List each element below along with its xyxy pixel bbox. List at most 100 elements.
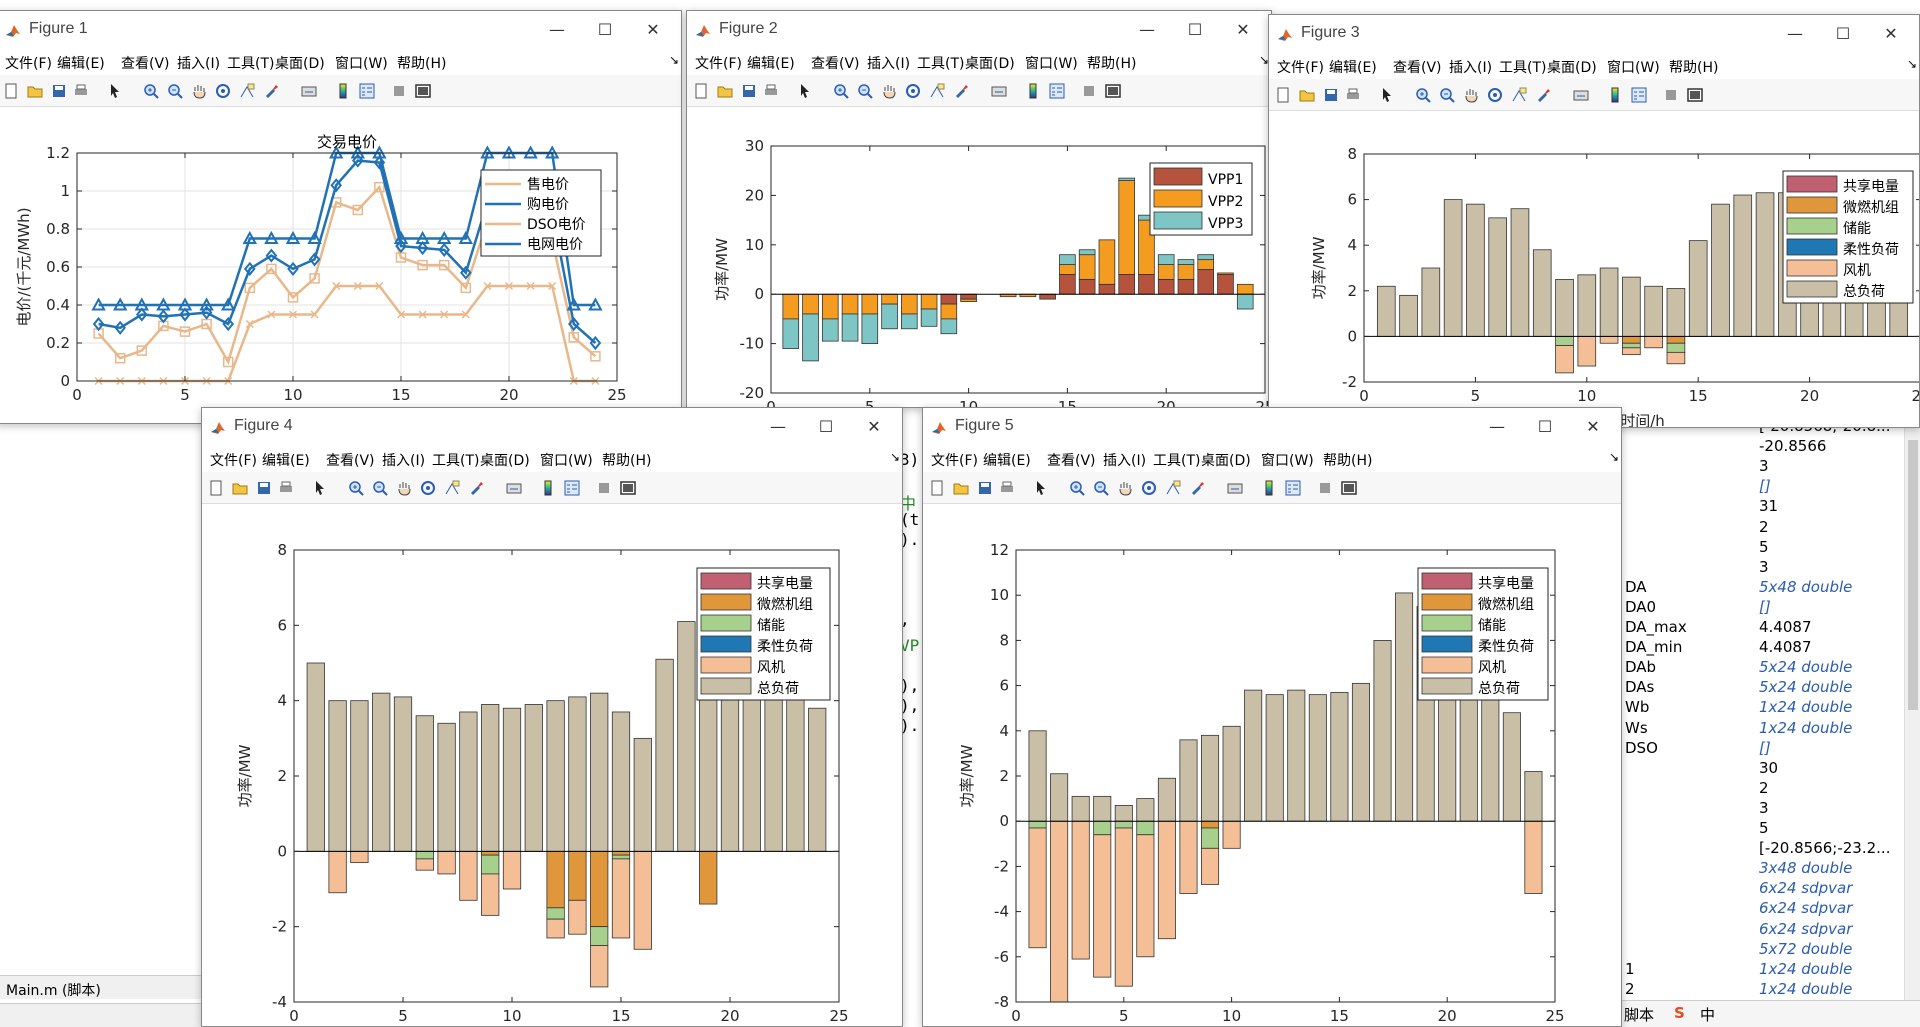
menu-item[interactable]: 窗口(W) xyxy=(1607,60,1660,76)
new-file-icon[interactable] xyxy=(693,83,709,99)
rotate-icon[interactable] xyxy=(1487,87,1503,103)
menu-item[interactable]: 编辑(E) xyxy=(57,56,105,72)
close-button[interactable]: ✕ xyxy=(646,20,660,39)
brush-icon[interactable] xyxy=(1535,87,1551,103)
zoom-out-icon[interactable] xyxy=(857,83,873,99)
menu-item[interactable]: 工具(T) xyxy=(1153,453,1201,469)
legend-icon[interactable] xyxy=(564,480,580,496)
data-cursor-icon[interactable] xyxy=(1165,480,1181,496)
zoom-in-icon[interactable] xyxy=(833,83,849,99)
zoom-out-icon[interactable] xyxy=(1439,87,1455,103)
brush-icon[interactable] xyxy=(263,83,279,99)
maximize-button[interactable]: ☐ xyxy=(1835,24,1851,43)
data-cursor-icon[interactable] xyxy=(239,83,255,99)
menu-item[interactable]: 编辑(E) xyxy=(1329,60,1377,76)
menu-item[interactable]: 帮助(H) xyxy=(397,56,447,72)
ime-language[interactable]: 中 xyxy=(1700,1006,1716,1024)
menu-item[interactable]: 文件(F) xyxy=(1277,60,1324,76)
menu-overflow-icon[interactable]: ↘ xyxy=(890,450,901,464)
plot-area[interactable]: 0510152025-202468时间/h功率/MW共享电量微燃机组储能柔性负荷… xyxy=(1269,112,1919,427)
property-editor-icon[interactable] xyxy=(1105,83,1121,99)
menu-item[interactable]: 查看(V) xyxy=(1393,60,1442,76)
minimize-button[interactable]: — xyxy=(1489,417,1505,436)
pointer-icon[interactable] xyxy=(797,83,813,99)
menu-item[interactable]: 查看(V) xyxy=(1047,453,1096,469)
menu-item[interactable]: 桌面(D) xyxy=(480,453,530,469)
hide-plot-icon[interactable] xyxy=(1317,480,1333,496)
minimize-button[interactable]: — xyxy=(770,417,786,436)
save-icon[interactable] xyxy=(741,83,757,99)
workspace-scrollbar[interactable] xyxy=(1904,410,1920,1027)
legend-icon[interactable] xyxy=(1049,83,1065,99)
pointer-icon[interactable] xyxy=(1033,480,1049,496)
editor-file-tab[interactable]: Main.m (脚本) xyxy=(0,975,210,999)
maximize-button[interactable]: ☐ xyxy=(1537,417,1553,436)
menu-item[interactable]: 查看(V) xyxy=(811,56,860,72)
pointer-icon[interactable] xyxy=(1379,87,1395,103)
colorbar-icon[interactable] xyxy=(1607,87,1623,103)
legend-icon[interactable] xyxy=(1285,480,1301,496)
link-icon[interactable] xyxy=(301,83,317,99)
pan-hand-icon[interactable] xyxy=(191,83,207,99)
colorbar-icon[interactable] xyxy=(1261,480,1277,496)
open-folder-icon[interactable] xyxy=(717,83,733,99)
new-file-icon[interactable] xyxy=(1275,87,1291,103)
figure-3-window[interactable]: Figure 3 — ☐ ✕ 文件(F) 编辑(E) 查看(V) 插入(I) 工具(T) 桌面(D… xyxy=(1268,14,1920,428)
menu-item[interactable]: 插入(I) xyxy=(382,453,426,469)
print-icon[interactable] xyxy=(278,480,294,496)
menu-item[interactable]: 帮助(H) xyxy=(1669,60,1719,76)
rotate-icon[interactable] xyxy=(905,83,921,99)
rotate-icon[interactable] xyxy=(420,480,436,496)
figure-4-window[interactable]: Figure 4 — ☐ ✕ 文件(F) 编辑(E) 查看(V) 插入(I) 工具(T) 桌面(D… xyxy=(201,407,903,1027)
menu-item[interactable]: 窗口(W) xyxy=(335,56,388,72)
menu-item[interactable]: 桌面(D) xyxy=(1201,453,1251,469)
new-file-icon[interactable] xyxy=(3,83,19,99)
zoom-out-icon[interactable] xyxy=(1093,480,1109,496)
menu-item[interactable]: 桌面(D) xyxy=(965,56,1015,72)
legend-box[interactable] xyxy=(1417,567,1549,701)
link-icon[interactable] xyxy=(1573,87,1589,103)
open-folder-icon[interactable] xyxy=(27,83,43,99)
minimize-button[interactable]: — xyxy=(1787,24,1803,43)
minimize-button[interactable]: — xyxy=(1139,20,1155,39)
link-icon[interactable] xyxy=(1227,480,1243,496)
property-editor-icon[interactable] xyxy=(415,83,431,99)
hide-plot-icon[interactable] xyxy=(596,480,612,496)
save-icon[interactable] xyxy=(977,480,993,496)
window-title-bar[interactable]: Figure 2 — ☐ ✕ xyxy=(687,11,1271,49)
figure-2-window[interactable]: Figure 2 — ☐ ✕ 文件(F) 编辑(E) 查看(V) 插入(I) 工具(T) 桌面(D… xyxy=(686,10,1272,408)
rotate-icon[interactable] xyxy=(215,83,231,99)
property-editor-icon[interactable] xyxy=(1687,87,1703,103)
hide-plot-icon[interactable] xyxy=(391,83,407,99)
window-title-bar[interactable]: Figure 4 — ☐ ✕ xyxy=(202,408,902,446)
colorbar-icon[interactable] xyxy=(335,83,351,99)
close-button[interactable]: ✕ xyxy=(1586,417,1600,436)
zoom-in-icon[interactable] xyxy=(1069,480,1085,496)
property-editor-icon[interactable] xyxy=(620,480,636,496)
menu-item[interactable]: 窗口(W) xyxy=(1025,56,1078,72)
maximize-button[interactable]: ☐ xyxy=(597,20,613,39)
menu-overflow-icon[interactable]: ↘ xyxy=(1907,57,1918,71)
close-button[interactable]: ✕ xyxy=(1884,24,1898,43)
menu-item[interactable]: 查看(V) xyxy=(121,56,170,72)
maximize-button[interactable]: ☐ xyxy=(1187,20,1203,39)
colorbar-icon[interactable] xyxy=(540,480,556,496)
brush-icon[interactable] xyxy=(953,83,969,99)
menu-item[interactable]: 插入(I) xyxy=(867,56,911,72)
data-cursor-icon[interactable] xyxy=(1511,87,1527,103)
zoom-in-icon[interactable] xyxy=(1415,87,1431,103)
new-file-icon[interactable] xyxy=(929,480,945,496)
pointer-icon[interactable] xyxy=(312,480,328,496)
figure-5-window[interactable]: Figure 5 — ☐ ✕ 文件(F) 编辑(E) 查看(V) 插入(I) 工具(T) 桌面(D… xyxy=(922,407,1622,1027)
menu-item[interactable]: 插入(I) xyxy=(1449,60,1493,76)
menu-item[interactable]: 帮助(H) xyxy=(1087,56,1137,72)
close-button[interactable]: ✕ xyxy=(867,417,881,436)
menu-item[interactable]: 工具(T) xyxy=(917,56,965,72)
pan-hand-icon[interactable] xyxy=(1117,480,1133,496)
zoom-out-icon[interactable] xyxy=(167,83,183,99)
hide-plot-icon[interactable] xyxy=(1663,87,1679,103)
pointer-icon[interactable] xyxy=(107,83,123,99)
save-icon[interactable] xyxy=(51,83,67,99)
print-icon[interactable] xyxy=(73,83,89,99)
menu-item[interactable]: 工具(T) xyxy=(432,453,480,469)
